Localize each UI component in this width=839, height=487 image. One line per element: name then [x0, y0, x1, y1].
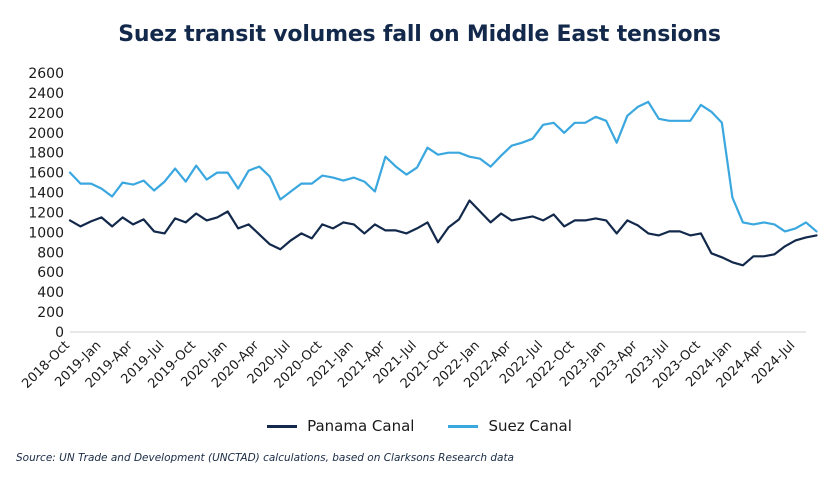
y-tick-label: 200	[37, 305, 64, 321]
y-axis: 0 200 400 600 800 1000 1200 1400 1600 1800 2000 220…	[28, 66, 806, 341]
y-tick-label: 600	[37, 265, 64, 281]
legend: Panama Canal Suez Canal	[0, 417, 839, 435]
y-tick-label: 1600	[28, 166, 64, 182]
legend-label-panama: Panama Canal	[307, 417, 415, 435]
series-line-suez	[68, 100, 818, 233]
y-tick-label: 2000	[28, 126, 64, 142]
x-axis: 2018-Oct2019-Jan2019-Apr2019-Jul2019-Oct…	[19, 338, 798, 392]
y-tick-label: 1000	[28, 225, 64, 241]
y-tick-label: 1800	[28, 146, 64, 162]
y-tick-label: 2200	[28, 106, 64, 122]
legend-swatch-panama	[267, 424, 298, 428]
y-tick-label: 2400	[28, 86, 64, 102]
y-tick-label: 400	[37, 285, 64, 301]
legend-item-panama: Panama Canal	[267, 417, 414, 435]
chart-title: Suez transit volumes fall on Middle East…	[118, 22, 721, 47]
series-line-panama	[68, 199, 818, 267]
y-tick-label: 0	[55, 325, 64, 341]
y-tick-label: 800	[37, 245, 64, 261]
series-layer	[68, 100, 818, 267]
y-tick-label: 1400	[28, 186, 64, 202]
y-tick-label: 2600	[28, 66, 64, 82]
legend-label-suez: Suez Canal	[488, 417, 572, 435]
legend-swatch-suez	[448, 424, 479, 428]
source-note: Source: UN Trade and Development (UNCTAD…	[16, 452, 514, 464]
y-tick-label: 1200	[28, 205, 64, 221]
legend-item-suez: Suez Canal	[448, 417, 572, 435]
